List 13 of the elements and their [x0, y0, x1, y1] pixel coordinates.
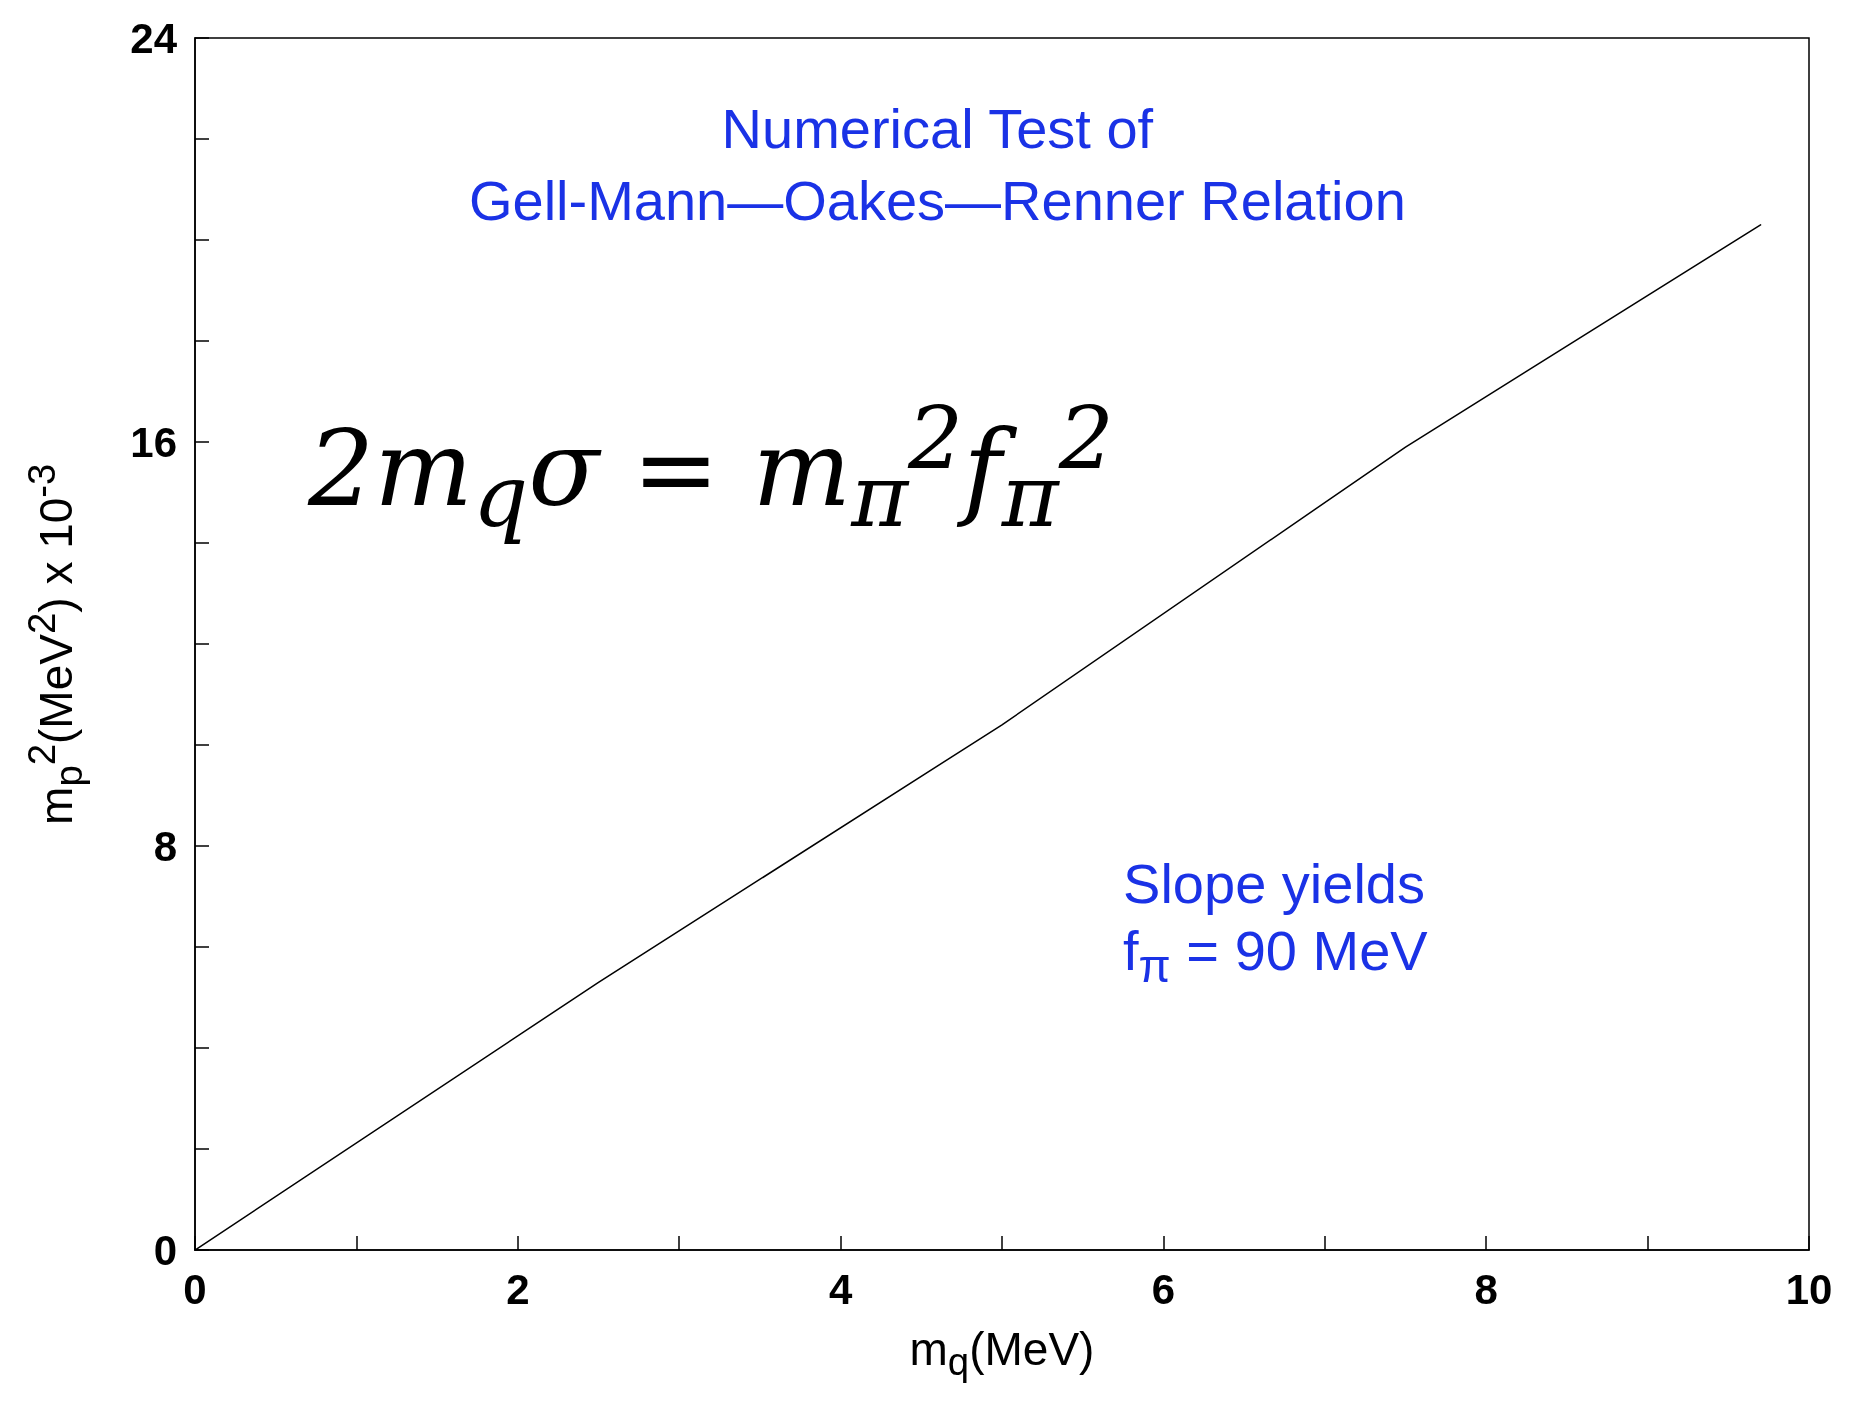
y-tick-label: 8: [153, 822, 177, 870]
x-tick-label: 6: [1151, 1265, 1176, 1313]
x-tick-label: 0: [183, 1265, 207, 1313]
y-tick-label: 16: [130, 418, 177, 466]
annotation: Slope yields f$_{π}$ = 90 MeV: [1123, 851, 1428, 995]
text: Numerical Test of Gell-Mann—Oakes—Renner Relation: [468, 95, 1406, 235]
y-tick-label: 24: [130, 14, 178, 62]
x-tick-label: 10: [1785, 1265, 1833, 1313]
x-axis-title: m$_{q}$(MeV): [909, 1322, 1095, 1385]
x-tick-label: 2: [506, 1265, 530, 1313]
x-tick-label: 8: [1474, 1265, 1498, 1313]
x-tick-label: 4: [828, 1265, 853, 1313]
y-tick-label: 0: [153, 1226, 177, 1274]
